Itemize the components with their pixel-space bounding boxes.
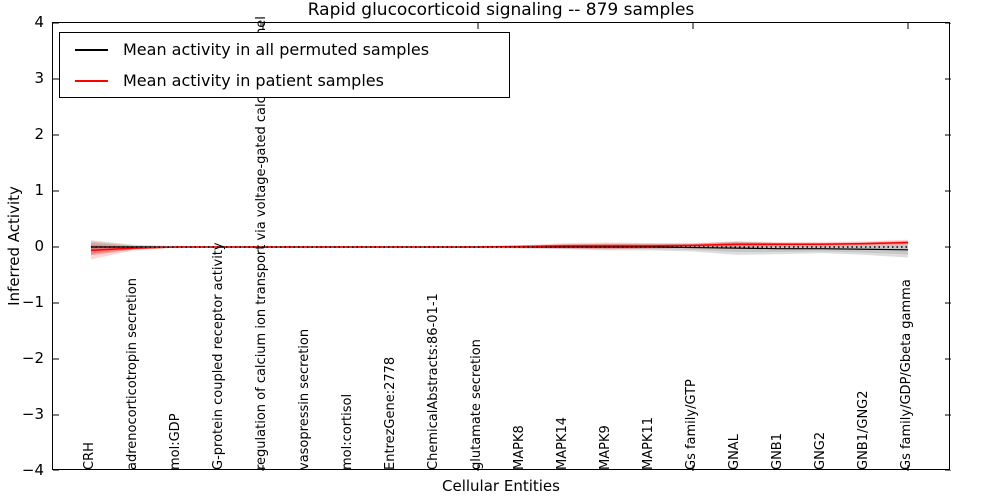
x-category-label: GNB1/GNG2 xyxy=(856,390,871,470)
x-category-label: MAPK11 xyxy=(641,416,656,470)
permuted-line-swatch xyxy=(75,48,108,51)
legend-entry-permuted: Mean activity in all permuted samples xyxy=(60,34,509,65)
x-category-label: ChemicalAbstracts:86-01-1 xyxy=(426,293,441,470)
y-tick-label: 1 xyxy=(34,181,44,199)
x-category-label: MAPK14 xyxy=(555,416,570,470)
y-tick-label: −2 xyxy=(21,349,44,367)
x-category-label: vasopressin secretion xyxy=(297,328,312,470)
y-tick-label: 3 xyxy=(34,69,44,87)
x-category-label: MAPK8 xyxy=(512,425,527,470)
y-tick-label: −1 xyxy=(21,293,44,311)
y-tick-label: −4 xyxy=(21,461,44,479)
legend-entry-label: Mean activity in all permuted samples xyxy=(123,40,430,59)
x-category-label: EntrezGene:2778 xyxy=(383,356,398,470)
y-tick-label: −3 xyxy=(21,405,44,423)
x-category-label: glutamate secretion xyxy=(469,339,484,470)
x-axis-label: Cellular Entities xyxy=(442,477,560,495)
x-category-label: GNB1 xyxy=(770,433,785,470)
x-category-label: adrenocorticotropin secretion xyxy=(125,278,140,470)
y-tick-label: 0 xyxy=(34,237,44,255)
x-category-label: MAPK9 xyxy=(598,425,613,470)
patient-line-swatch xyxy=(75,79,108,82)
x-category-label: GNG2 xyxy=(813,431,828,470)
x-category-label: G-protein coupled receptor activity xyxy=(211,242,226,470)
x-category-label: GNAL xyxy=(727,434,742,470)
legend-entry-patient: Mean activity in patient samples xyxy=(60,65,509,96)
x-category-label: mol:GDP xyxy=(168,413,183,470)
x-category-label: mol:cortisol xyxy=(340,393,355,470)
chart-title: Rapid glucocorticoid signaling -- 879 sa… xyxy=(307,0,695,20)
y-tick-label: 2 xyxy=(34,125,44,143)
legend-entry-label: Mean activity in patient samples xyxy=(123,71,384,90)
x-category-label: Gs family/GTP xyxy=(684,379,699,470)
x-category-label: Gs family/GDP/Gbeta gamma xyxy=(899,279,914,470)
legend: Mean activity in all permuted samples Me… xyxy=(59,32,510,98)
y-tick-label: 4 xyxy=(34,13,44,31)
permuted-std-band-inner xyxy=(91,242,908,255)
x-category-label: CRH xyxy=(82,442,97,470)
chart-canvas xyxy=(53,23,951,471)
